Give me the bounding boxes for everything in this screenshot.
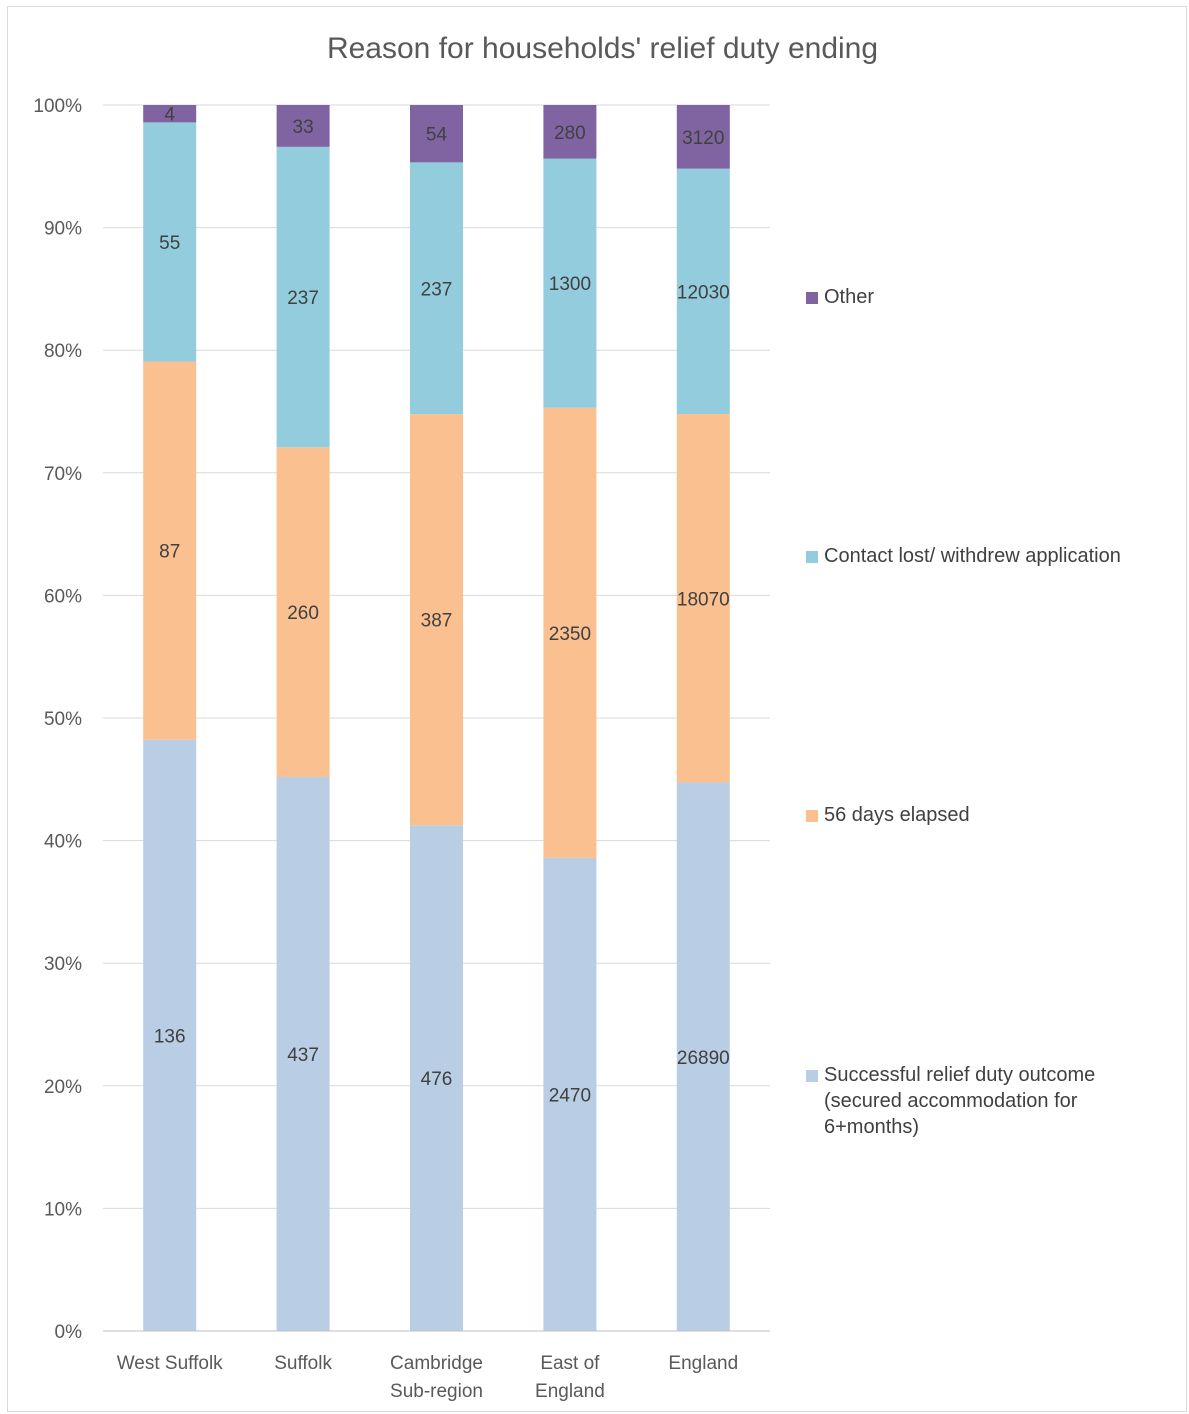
data-label: 26890 [677, 1048, 730, 1069]
data-label: 237 [287, 288, 319, 309]
legend-item-other: Other [806, 284, 1169, 310]
data-label: 1300 [549, 274, 591, 295]
data-label: 476 [421, 1069, 453, 1090]
y-tick-label: 30% [44, 954, 82, 975]
y-tick-label: 0% [55, 1322, 83, 1343]
y-tick-label: 50% [44, 709, 82, 730]
legend-swatch-56-days [806, 810, 818, 822]
legend-label-successful: Successful relief duty outcome (secured … [824, 1062, 1144, 1140]
x-tick-label: East of [540, 1353, 600, 1374]
data-label: 12030 [677, 282, 730, 303]
data-label: 54 [426, 125, 448, 146]
legend-label-56-days: 56 days elapsed [824, 802, 1169, 828]
legend-label-contact-lost: Contact lost/ withdrew application [824, 543, 1169, 569]
data-label: 260 [287, 603, 319, 624]
data-label: 18070 [677, 589, 730, 610]
data-label: 2470 [549, 1085, 591, 1106]
legend-item-56-days: 56 days elapsed [806, 802, 1169, 828]
data-label: 3120 [682, 128, 724, 149]
data-label: 437 [287, 1045, 319, 1066]
data-label: 87 [159, 542, 180, 563]
legend-label-other: Other [824, 284, 1169, 310]
y-tick-label: 80% [44, 341, 82, 362]
legend-item-successful: Successful relief duty outcome (secured … [806, 1062, 1144, 1140]
x-tick-label: West Suffolk [117, 1353, 223, 1374]
legend-swatch-contact-lost [806, 551, 818, 563]
data-label: 136 [154, 1026, 186, 1047]
data-label: 55 [159, 233, 180, 254]
x-tick-label: Cambridge [390, 1353, 483, 1374]
y-tick-label: 70% [44, 464, 82, 485]
legend-swatch-successful [806, 1070, 818, 1082]
data-label: 387 [421, 611, 453, 632]
legend-item-contact-lost: Contact lost/ withdrew application [806, 543, 1169, 569]
data-label: 33 [293, 117, 314, 138]
data-label: 237 [421, 279, 453, 300]
legend-swatch-other [806, 292, 818, 304]
y-tick-label: 60% [44, 586, 82, 607]
data-label: 2350 [549, 624, 591, 645]
y-tick-label: 100% [33, 96, 82, 117]
y-tick-label: 10% [44, 1199, 82, 1220]
x-tick-label: England [668, 1353, 738, 1374]
y-tick-label: 40% [44, 832, 82, 853]
y-tick-label: 20% [44, 1077, 82, 1098]
x-tick-label: Suffolk [274, 1353, 332, 1374]
data-label: 4 [164, 105, 175, 126]
data-label: 280 [554, 123, 586, 144]
x-tick-label: Sub-region [390, 1381, 483, 1402]
x-tick-label: England [535, 1381, 605, 1402]
y-tick-label: 90% [44, 219, 82, 240]
